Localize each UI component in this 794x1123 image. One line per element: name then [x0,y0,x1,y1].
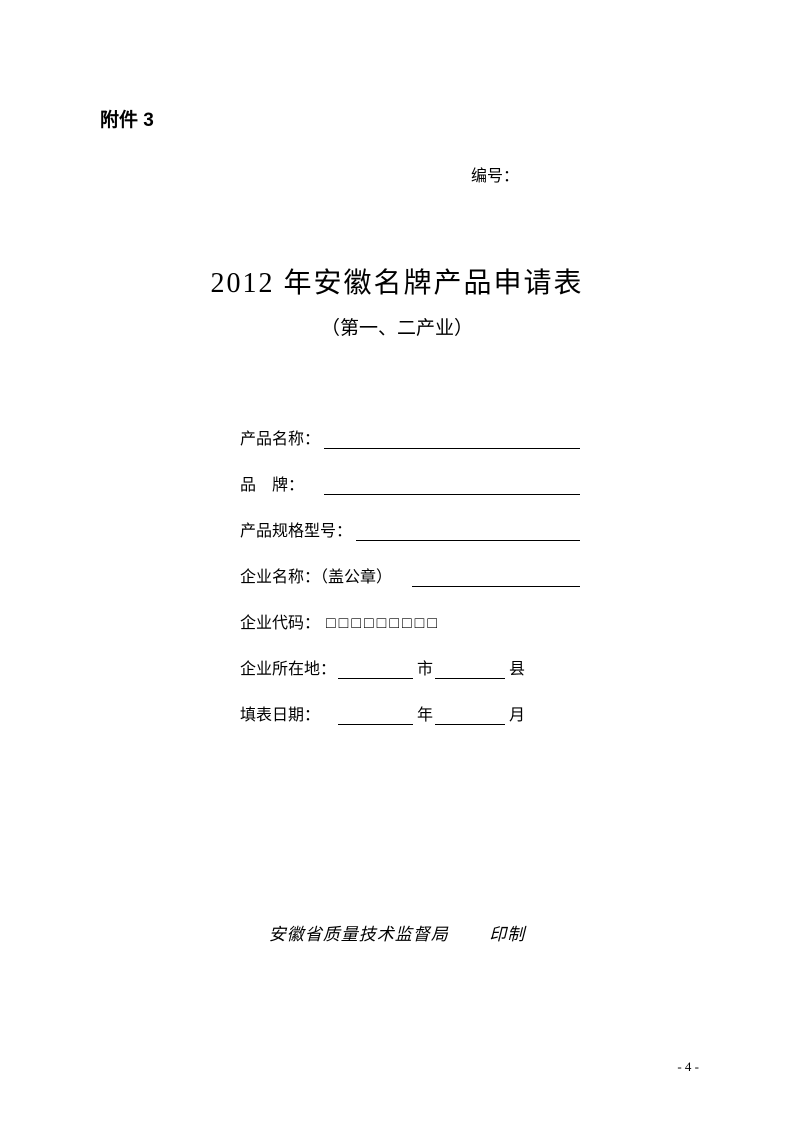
location-label: 企业所在地： [240,655,336,679]
city-suffix: 市 [417,655,433,679]
footer-org-name: 安徽省质量技术监督局 [269,925,449,944]
form-section: 产品名称： 品 牌： 产品规格型号： 企业名称：（盖公章） 企业代码： □□□□… [240,425,580,725]
year-field[interactable] [338,705,413,725]
county-field[interactable] [435,659,505,679]
month-suffix: 月 [509,701,525,725]
spec-label: 产品规格型号： [240,517,352,541]
company-name-row: 企业名称：（盖公章） [240,563,580,587]
city-field[interactable] [338,659,413,679]
serial-label: 编号： [471,168,519,185]
footer-organization: 安徽省质量技术监督局 印制 [100,920,694,945]
brand-label: 品 牌： [240,471,304,495]
month-field[interactable] [435,705,505,725]
spec-field[interactable] [356,521,580,541]
sub-title: （第一、二产业） [100,313,694,340]
footer-action: 印制 [489,925,525,944]
year-suffix: 年 [417,701,433,725]
page-number: - 4 - [677,1059,699,1075]
date-row: 填表日期： 年 月 [240,701,580,725]
date-label: 填表日期： [240,701,320,725]
brand-row: 品 牌： [240,471,580,495]
company-code-boxes[interactable]: □□□□□□□□□ [326,615,440,633]
company-name-field[interactable] [412,567,580,587]
document-page: 附件 3 编号： 2012 年安徽名牌产品申请表 （第一、二产业） 产品名称： … [0,0,794,1123]
product-name-label: 产品名称： [240,425,320,449]
brand-field[interactable] [324,475,580,495]
main-title: 2012 年安徽名牌产品申请表 [100,261,694,301]
serial-number-row: 编号： [100,162,694,186]
location-row: 企业所在地： 市 县 [240,655,580,679]
attachment-label: 附件 3 [100,105,694,132]
product-name-field[interactable] [324,429,580,449]
product-name-row: 产品名称： [240,425,580,449]
company-code-label: 企业代码： [240,609,320,633]
company-name-label: 企业名称：（盖公章） [240,563,392,587]
spec-row: 产品规格型号： [240,517,580,541]
company-code-row: 企业代码： □□□□□□□□□ [240,609,580,633]
county-suffix: 县 [509,655,525,679]
